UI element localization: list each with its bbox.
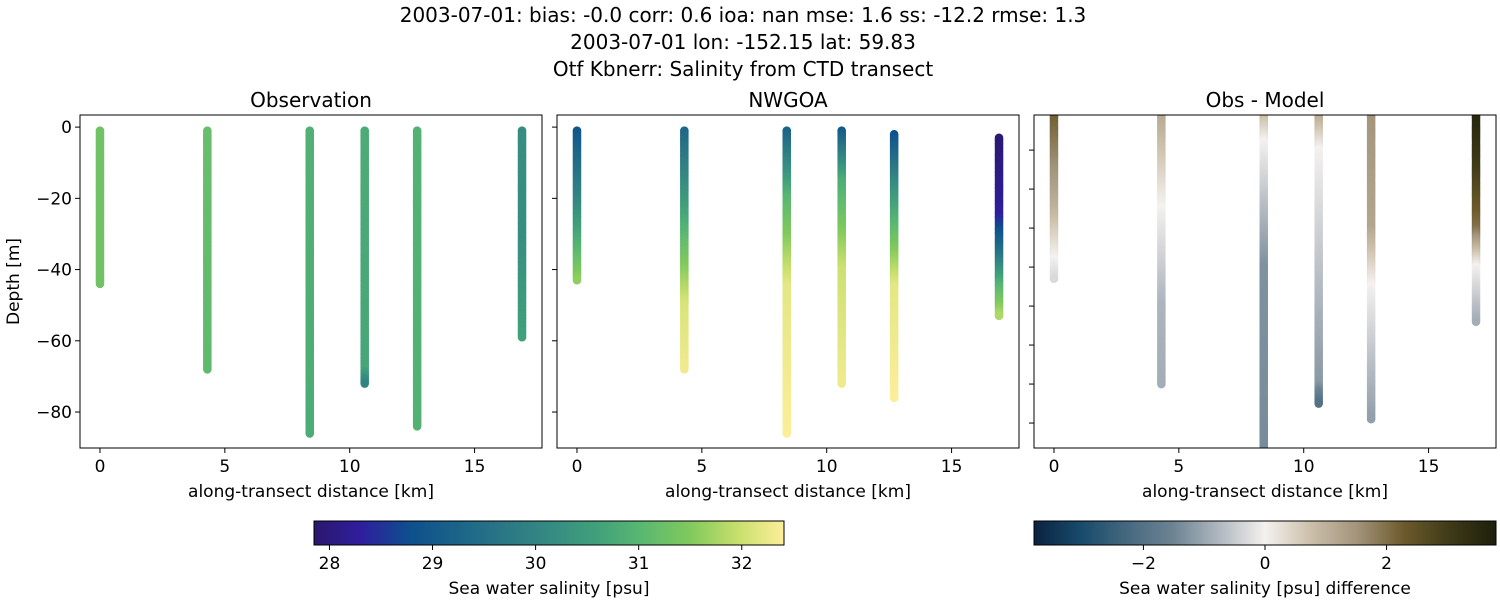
figure-title-line: 2003-07-01 lon: -152.15 lat: 59.83 — [570, 30, 916, 54]
data-point — [1049, 274, 1059, 284]
y-tick-label: −60 — [36, 332, 72, 352]
station-profile — [1157, 115, 1166, 389]
data-point — [782, 429, 792, 438]
data-point — [1157, 379, 1166, 389]
x-tick-label: 10 — [339, 457, 361, 477]
data-point — [1052, 115, 1056, 116]
y-tick-label: 0 — [61, 118, 72, 138]
colorbar-tick-label: 2 — [1381, 554, 1392, 574]
x-tick-label: 10 — [1293, 457, 1315, 477]
data-point — [1369, 115, 1373, 116]
data-point — [412, 421, 422, 431]
y-axis-label: Depth [m] — [4, 238, 24, 325]
x-tick-label: 0 — [95, 457, 106, 477]
data-point — [1259, 454, 1268, 463]
station-profile — [1049, 115, 1059, 284]
data-point — [837, 379, 846, 388]
station-profile — [1471, 115, 1481, 326]
axes-frame — [556, 114, 1020, 449]
colorbar-tick-label: 30 — [525, 554, 547, 574]
data-point — [1259, 450, 1268, 459]
y-tick-label: −80 — [36, 403, 72, 423]
panel-observation: Observation 0 5 10 15 along-transect distance… — [4, 88, 543, 502]
station-profile — [994, 133, 1004, 321]
x-tick-label: 10 — [816, 457, 838, 477]
data-point — [360, 379, 369, 388]
x-tick-label: 5 — [696, 457, 707, 477]
station-profile — [517, 126, 527, 342]
x-axis-label: along-transect distance [km] — [1142, 482, 1388, 502]
station-profile — [889, 129, 899, 403]
colorbar-difference: −2 0 2 Sea water salinity [psu] difference — [1033, 520, 1497, 599]
axes-frame — [1033, 114, 1497, 449]
figure-title-line: 2003-07-01: bias: -0.0 corr: 0.6 ioa: na… — [400, 3, 1087, 27]
panel-obs-model: Obs - Model 0 5 10 15 along-transect distance… — [1029, 88, 1497, 502]
x-tick-label: 0 — [572, 457, 583, 477]
station-profile — [837, 126, 846, 388]
station-profile — [782, 126, 792, 438]
data-point — [889, 393, 899, 403]
colorbar-tick-label: 28 — [319, 554, 341, 574]
colorbar-label: Sea water salinity [psu] difference — [1119, 579, 1411, 599]
y-tick-label: −20 — [36, 189, 72, 209]
figure-title-line: Otf Kbnerr: Salinity from CTD transect — [553, 57, 934, 81]
data-point — [517, 332, 527, 342]
data-point — [1159, 115, 1164, 116]
x-tick-label: 0 — [1049, 457, 1060, 477]
station-profile — [1259, 115, 1269, 467]
colorbar-bar — [313, 520, 785, 546]
station-profile — [1366, 115, 1376, 424]
station-profile — [680, 126, 689, 374]
data-points — [95, 126, 527, 438]
colorbar-salinity: 28 29 30 31 32 Sea water salinity [psu] — [313, 520, 785, 599]
panel-nwgoa: NWGOA 0 5 10 15 along-transect distance [km] — [552, 88, 1020, 502]
data-point — [1263, 447, 1265, 448]
colorbar-tick-label: 29 — [422, 554, 444, 574]
panel-title: NWGOA — [748, 88, 828, 112]
data-point — [1259, 452, 1268, 461]
data-point — [680, 364, 689, 374]
station-profile — [360, 126, 369, 388]
axes-frame — [79, 114, 543, 449]
station-profile — [412, 126, 422, 431]
colorbar-label: Sea water salinity [psu] — [449, 579, 650, 599]
station-profile — [1314, 115, 1323, 408]
data-point — [1314, 399, 1323, 408]
station-profile — [95, 126, 105, 289]
data-point — [1260, 446, 1268, 448]
x-tick-label: 5 — [1173, 457, 1184, 477]
data-point — [1259, 458, 1268, 467]
colorbar-tick-label: 31 — [628, 554, 650, 574]
x-tick-label: 15 — [464, 457, 486, 477]
y-tick-label: −40 — [36, 261, 72, 281]
panel-title: Observation — [250, 88, 372, 112]
panel-title: Obs - Model — [1206, 88, 1325, 112]
colorbar-bar — [1033, 520, 1497, 546]
data-point — [572, 275, 582, 285]
data-point — [994, 311, 1004, 321]
data-point — [1471, 317, 1481, 326]
x-tick-label: 5 — [219, 457, 230, 477]
x-tick-label: 15 — [1418, 457, 1440, 477]
colorbar-tick-label: 32 — [731, 554, 753, 574]
colorbar-tick-label: 0 — [1260, 554, 1271, 574]
station-profile — [572, 126, 582, 285]
data-point — [1366, 414, 1376, 424]
x-axis-label: along-transect distance [km] — [188, 482, 434, 502]
data-points — [1049, 115, 1481, 467]
x-tick-label: 15 — [941, 457, 963, 477]
data-point — [1259, 456, 1268, 465]
data-point — [203, 364, 212, 374]
station-profile — [305, 126, 315, 438]
data-point — [95, 279, 105, 289]
colorbar-tick-label: −2 — [1131, 554, 1156, 574]
station-profile — [203, 126, 212, 374]
data-point — [305, 429, 315, 438]
data-points — [572, 126, 1004, 438]
x-axis-label: along-transect distance [km] — [665, 482, 911, 502]
